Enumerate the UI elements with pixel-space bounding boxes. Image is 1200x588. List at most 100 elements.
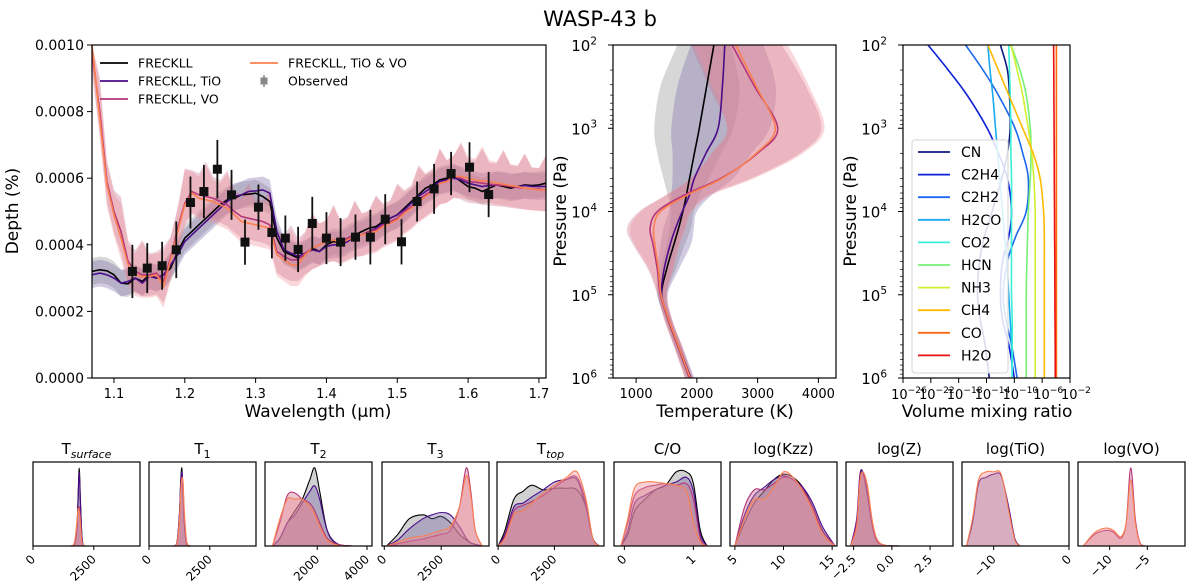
band-freckll xyxy=(92,163,546,298)
observed-points xyxy=(127,139,494,299)
x-tick-label: 1.3 xyxy=(245,387,266,402)
kde-line-freckll-tio xyxy=(272,485,353,547)
posterior-title: log(VO) xyxy=(1103,440,1159,458)
kde-fill-freckll-tio xyxy=(850,469,900,546)
posterior-axes-frame xyxy=(845,461,954,547)
kde-fill-freckll-tio-vo xyxy=(734,471,836,546)
x-tick-label: 0 xyxy=(374,552,389,567)
observed-point xyxy=(446,169,456,179)
legend-item-h2co: H2CO xyxy=(918,213,1001,229)
observed-point xyxy=(267,227,277,237)
band-freckll-tio xyxy=(656,45,777,378)
kde-line-freckll-tio-vo xyxy=(850,471,900,547)
legend-label: FRECKLL, TiO & VO xyxy=(288,56,407,71)
observed-point xyxy=(171,245,181,255)
x-tick-label: 1.4 xyxy=(316,387,337,402)
y-tick-label: 0.0000 xyxy=(35,371,84,387)
posterior-title: log(TiO) xyxy=(986,440,1045,458)
legend-item-c2h2: C2H2 xyxy=(918,190,999,206)
observed-point xyxy=(253,202,263,212)
line-hcn xyxy=(1010,44,1032,378)
posterior-axes-frame xyxy=(381,461,490,547)
x-tick-label: 3000 xyxy=(741,387,774,402)
observed-point xyxy=(185,198,195,208)
y-tick-label: 103 xyxy=(861,119,887,139)
observed-point xyxy=(280,233,290,243)
temperature-xlabel: Temperature (K) xyxy=(655,402,794,422)
kde-fill-freckll-vo xyxy=(386,467,483,546)
legend-label: CH4 xyxy=(961,303,990,319)
temperature-lines xyxy=(649,44,779,379)
x-tick-label: 4000 xyxy=(341,552,372,583)
legend-label: FRECKLL, TiO xyxy=(138,74,221,89)
mixing-ratio-legend: CN C2H4 C2H2 H2CO CO2 HCN NH3 CH4 CO H2O xyxy=(911,139,1009,374)
x-tick-label: 10−2 xyxy=(1061,386,1091,403)
kde-fill-freckll-tio-vo xyxy=(850,471,900,547)
x-tick-label: 1.6 xyxy=(458,387,479,402)
x-tick-label: 0 xyxy=(1059,552,1074,567)
kde-line-freckll-tio-vo xyxy=(734,470,836,547)
posterior-title: T1 xyxy=(193,440,210,461)
spectrum-legend: FRECKLL FRECKLL, TiO FRECKLL, VO FRECKLL, T… xyxy=(100,56,407,107)
kde-fill-freckll xyxy=(498,485,600,546)
x-tick-label: 1 xyxy=(683,552,698,567)
x-tick-label: 2000 xyxy=(291,552,322,583)
posterior-panel-log-tio: log(TiO) −10 0 xyxy=(961,440,1074,580)
legend-item-freckll-tio: FRECKLL, TiO xyxy=(100,74,221,89)
y-tick-label: 102 xyxy=(571,35,597,55)
legend-label: CO2 xyxy=(961,235,991,251)
observed-point xyxy=(307,218,317,228)
posterior-panel-c-o: C/O 0 1 xyxy=(613,440,722,568)
spectrum-panel: 1.1 1.2 1.3 1.4 1.5 1.6 1.7 0.0000 0.0002 0.0004 0… xyxy=(3,38,549,422)
legend-item-freckll-tio-vo: FRECKLL, TiO & VO xyxy=(250,56,407,71)
x-tick-label: 0 xyxy=(139,552,154,567)
temperature-ylabel: Pressure (Pa) xyxy=(551,155,571,266)
x-tick-label: −5 xyxy=(1130,552,1152,574)
x-tick-label: 0.0 xyxy=(874,552,897,575)
y-tick-label: 105 xyxy=(861,285,887,305)
kde-fill-freckll-tio xyxy=(272,485,353,546)
x-tick-label: 4000 xyxy=(802,387,835,402)
kde-fill-freckll-vo xyxy=(70,506,86,547)
band-freckll-tio xyxy=(92,164,546,297)
y-tick-label: 103 xyxy=(571,119,597,139)
posterior-panel-log-kzz: log(Kzz)5 10 15 xyxy=(725,440,838,573)
x-tick-label: 10 xyxy=(768,552,789,573)
posterior-axes-frame xyxy=(961,461,1070,547)
kde-fill-freckll-vo xyxy=(734,477,836,546)
kde-fill-freckll-vo xyxy=(272,492,353,546)
posterior-axes-frame xyxy=(613,461,722,547)
observed-point xyxy=(397,237,407,247)
observed-point xyxy=(365,232,375,242)
legend-item-observed: Observed xyxy=(260,74,348,89)
observed-point xyxy=(484,190,494,200)
y-tick-label: 106 xyxy=(861,368,887,388)
kde-fill-freckll-tio-vo xyxy=(272,497,353,546)
kde-line-freckll-tio-vo xyxy=(70,507,86,547)
mixing-ratio-ylabel: Pressure (Pa) xyxy=(841,155,861,266)
kde-fill-freckll xyxy=(173,467,191,547)
spectrum-ylabel: Depth (%) xyxy=(3,168,23,255)
kde-fill-freckll-tio xyxy=(620,477,708,546)
legend-item-co: CO xyxy=(918,326,982,342)
observed-point xyxy=(212,164,222,174)
kde-fill-freckll-tio-vo xyxy=(498,470,600,546)
posterior-title: C/O xyxy=(654,440,681,458)
posterior-title: log(Kzz) xyxy=(753,440,813,458)
legend-label: FRECKLL, VO xyxy=(138,92,219,107)
kde-fill-freckll xyxy=(850,471,900,546)
posterior-title: T3 xyxy=(426,440,443,461)
kde-line-freckll-tio xyxy=(734,475,836,547)
x-tick-label: 2500 xyxy=(528,552,559,583)
x-tick-label: 1.5 xyxy=(387,387,408,402)
legend-item-c2h4: C2H4 xyxy=(918,168,999,184)
kde-line-freckll-tio xyxy=(620,476,708,547)
posterior-panel-t-3: T3 0 2500 xyxy=(374,440,490,584)
kde-fill-freckll-vo xyxy=(620,482,708,546)
figure-title: WASP-43 b xyxy=(543,7,657,31)
y-tick-label: 0.0004 xyxy=(35,238,84,254)
kde-fill-freckll-tio xyxy=(173,471,191,547)
posterior-title: Tsurface xyxy=(61,440,112,461)
kde-line-freckll-tio-vo xyxy=(620,481,708,547)
x-tick-label: 0 xyxy=(614,552,629,567)
